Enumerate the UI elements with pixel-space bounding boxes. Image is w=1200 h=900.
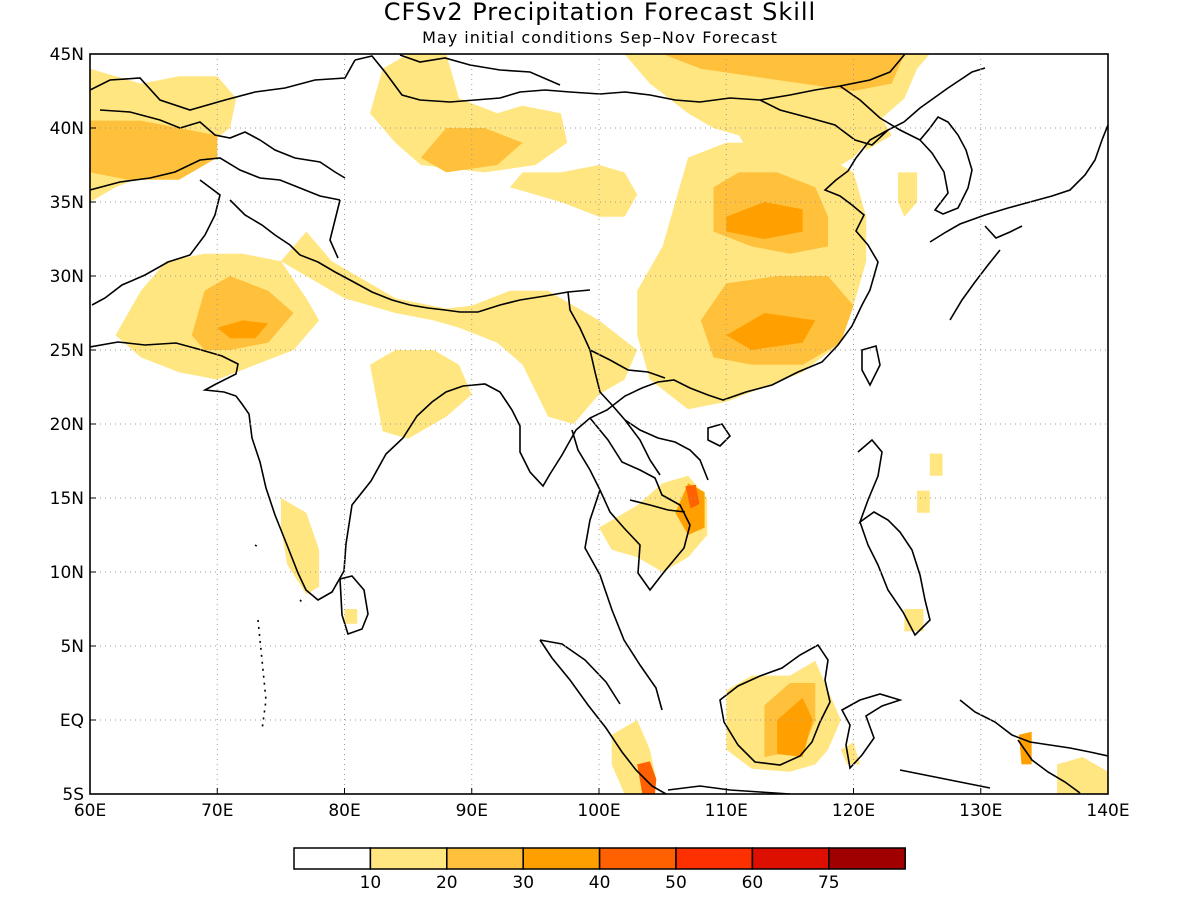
coastline-bay-of-bengal-east: [462, 129, 889, 488]
colorbar-label-20: 20: [436, 873, 458, 893]
lon-label-70E: 70E: [201, 801, 233, 821]
skill-region-16: [370, 350, 472, 439]
lat-label-35N: 35N: [50, 193, 84, 213]
coastline-layer: [90, 54, 1108, 794]
lat-label-30N: 30N: [50, 267, 84, 287]
skill-region-27: [1018, 731, 1032, 765]
skill-region-32: [344, 609, 358, 624]
lat-label-20N: 20N: [50, 415, 84, 435]
skill-region-17: [280, 498, 320, 595]
lat-label-45N: 45N: [50, 45, 84, 65]
skill-region-30: [917, 490, 930, 513]
coastline-borneo: [719, 643, 831, 766]
skill-regions-layer: [90, 54, 1108, 794]
coastline-korea-china-north: [887, 67, 986, 215]
chart-subtitle: May initial conditions Sep–Nov Forecast: [422, 28, 778, 47]
skill-region-6: [662, 54, 905, 91]
skill-region-33: [898, 172, 918, 217]
longitude-labels: 60E 70E 80E 90E 100E 110E 120E 130E 140E: [74, 801, 1130, 821]
skill-region-23: [777, 697, 813, 757]
coastline-philippines: [857, 438, 931, 637]
lon-label-100E: 100E: [577, 801, 620, 821]
colorbar-label-10: 10: [360, 873, 382, 893]
skill-region-34: [853, 113, 892, 151]
colorbar-swatch-0: [293, 847, 372, 870]
colorbar-swatch-5: [675, 847, 754, 870]
coastline-japan: [929, 124, 1108, 321]
skill-region-15: [280, 231, 638, 424]
lat-label-15N: 15N: [50, 489, 84, 509]
colorbar-label-50: 50: [665, 873, 687, 893]
coastline-sumatra: [539, 639, 667, 794]
country-borders-east: [759, 85, 921, 146]
coastline-sri-lanka: [339, 575, 369, 636]
skill-region-26: [1057, 757, 1108, 794]
lon-label-110E: 110E: [705, 801, 748, 821]
skill-region-1: [90, 120, 218, 180]
island-markers: [254, 544, 306, 731]
lat-label-40N: 40N: [50, 119, 84, 139]
skill-region-29: [929, 453, 943, 476]
coastline-sulawesi: [840, 693, 903, 770]
coastline-indian-subcontinent: [90, 341, 464, 601]
colorbar-label-75: 75: [818, 873, 840, 893]
lon-label-140E: 140E: [1086, 801, 1129, 821]
colorbar-label-60: 60: [742, 873, 764, 893]
skill-region-14: [217, 320, 269, 339]
lon-label-90E: 90E: [456, 801, 488, 821]
lon-label-60E: 60E: [74, 801, 106, 821]
lat-label-5N: 5N: [60, 637, 84, 657]
skill-region-20: [685, 484, 700, 509]
lat-label-10N: 10N: [50, 563, 84, 583]
colorbar-swatch-4: [598, 847, 677, 870]
lon-label-130E: 130E: [959, 801, 1002, 821]
latitude-labels: 45N 40N 35N 30N 25N 20N 15N 10N 5N EQ 5S: [50, 45, 84, 805]
colorbar-swatch-1: [369, 847, 448, 870]
colorbar: 10 20 30 40 50 60 75: [293, 847, 906, 893]
lat-label-5S: 5S: [62, 785, 84, 805]
colorbar-swatch-7: [828, 847, 906, 870]
skill-region-11: [726, 313, 816, 350]
lat-label-EQ: EQ: [60, 711, 84, 731]
skill-region-28: [840, 742, 860, 765]
country-borders-south-asia: [91, 179, 591, 313]
skill-region-5: [624, 54, 930, 202]
colorbar-label-40: 40: [589, 873, 611, 893]
skill-region-3: [420, 128, 523, 173]
skill-region-31: [904, 609, 924, 632]
coastline-taiwan-hainan: [707, 344, 881, 447]
coastline-indochina: [571, 417, 691, 711]
coastline-java-timor: [667, 769, 991, 794]
lon-label-120E: 120E: [832, 801, 875, 821]
skill-region-10: [726, 202, 803, 239]
skill-region-18: [599, 475, 708, 572]
gridlines: [90, 54, 1108, 794]
coastline-new-guinea: [959, 699, 1108, 794]
skill-region-4: [509, 165, 638, 217]
lat-label-25N: 25N: [50, 341, 84, 361]
colorbar-swatch-3: [522, 847, 601, 870]
colorbar-swatch-6: [751, 847, 830, 870]
colorbar-label-30: 30: [512, 873, 534, 893]
colorbar-swatch-2: [446, 847, 524, 870]
chart-title: CFSv2 Precipitation Forecast Skill: [383, 0, 817, 26]
lon-label-80E: 80E: [328, 801, 360, 821]
axis-ticks: [89, 53, 1109, 795]
country-borders-central-asia: [90, 59, 356, 201]
country-borders-southeast-asia: [567, 291, 709, 513]
